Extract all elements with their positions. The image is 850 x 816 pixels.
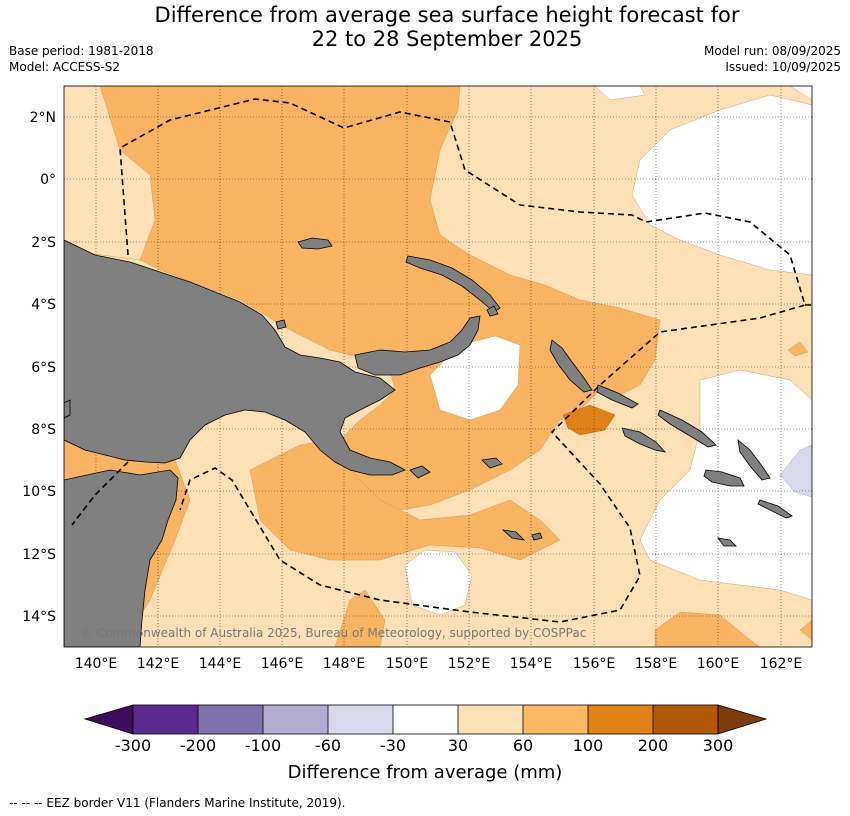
title-line-1: Difference from average sea surface heig… bbox=[154, 3, 740, 27]
colorbar-tick: 30 bbox=[448, 736, 468, 755]
colorbar-title: Difference from average (mm) bbox=[287, 762, 563, 783]
meta-left: Base period: 1981-2018 Model: ACCESS-S2 bbox=[9, 43, 154, 75]
lon-labels: 140°E 142°E 144°E 146°E 148°E 150°E 152°… bbox=[75, 656, 803, 672]
land-makira bbox=[757, 499, 793, 519]
band-60-100-south bbox=[334, 589, 386, 647]
colorbar-swatch bbox=[133, 705, 198, 734]
lon-label: 148°E bbox=[323, 656, 366, 672]
land-rossel bbox=[501, 529, 526, 541]
land-bougainville bbox=[549, 339, 593, 393]
base-period-text: Base period: 1981-2018 bbox=[9, 44, 154, 58]
neutral-south bbox=[404, 549, 473, 616]
lon-label: 146°E bbox=[261, 656, 304, 672]
lon-label: 160°E bbox=[697, 656, 740, 672]
lat-labels: 2°N 0° 2°S 4°S 6°S 8°S 10°S 12°S 14°S bbox=[22, 110, 56, 625]
lon-label: 162°E bbox=[760, 656, 803, 672]
land-cape-york bbox=[64, 469, 179, 647]
band-60-100-southeast bbox=[654, 611, 761, 647]
land-malaita bbox=[737, 439, 771, 481]
lat-label: 0° bbox=[40, 172, 56, 188]
neutral-northeast bbox=[631, 94, 812, 276]
lat-label: 4°S bbox=[31, 297, 56, 313]
land-milne-islands bbox=[481, 457, 503, 469]
map-area: © Commonwealth of Australia 2025, Bureau… bbox=[64, 86, 812, 647]
lon-label: 152°E bbox=[448, 656, 491, 672]
copyright-text: © Commonwealth of Australia 2025, Bureau… bbox=[81, 626, 586, 640]
land-small-4 bbox=[64, 399, 71, 419]
lon-label: 150°E bbox=[386, 656, 429, 672]
colorbar-swatch bbox=[263, 705, 328, 734]
eez-border bbox=[71, 98, 812, 623]
land-small-2 bbox=[486, 305, 499, 317]
colorbar-tick: 200 bbox=[638, 736, 669, 755]
neutral-top-edge bbox=[789, 86, 812, 101]
land-woodlark bbox=[531, 532, 543, 541]
colorbar-tick: -60 bbox=[315, 736, 341, 755]
lat-label: 12°S bbox=[22, 547, 56, 563]
colorbar-swatch bbox=[393, 705, 458, 734]
meta-right: Model run: 08/09/2025 Issued: 10/09/2025 bbox=[704, 43, 841, 75]
lat-label: 14°S bbox=[22, 609, 56, 625]
band-60-100-east-small bbox=[787, 341, 809, 357]
colorbar-dividers bbox=[132, 704, 719, 735]
colorbar-extend-high bbox=[717, 704, 768, 735]
issued-text: Issued: 10/09/2025 bbox=[725, 60, 841, 74]
colorbar-extend-low bbox=[83, 704, 134, 735]
colorbar-swatch bbox=[458, 705, 523, 734]
lon-label: 156°E bbox=[573, 656, 616, 672]
colorbar-swatch bbox=[198, 705, 263, 734]
title-line-2: 22 to 28 September 2025 bbox=[311, 27, 583, 51]
land-guadalcanal bbox=[703, 469, 745, 487]
colorbar-swatch bbox=[653, 705, 718, 734]
lon-label: 142°E bbox=[137, 656, 180, 672]
land-small-3 bbox=[717, 537, 737, 547]
colorbar-tick: -100 bbox=[245, 736, 281, 755]
land-choiseul bbox=[596, 384, 639, 409]
land-dentrecasteaux bbox=[409, 465, 431, 479]
colorbar-tick: 100 bbox=[573, 736, 604, 755]
colorbar-tick: 300 bbox=[703, 736, 734, 755]
colorbar-tick: -200 bbox=[180, 736, 216, 755]
band-60-100-main bbox=[64, 86, 661, 511]
lat-label: 2°S bbox=[31, 235, 56, 251]
model-text: Model: ACCESS-S2 bbox=[9, 60, 121, 74]
band-60-100-east-edge bbox=[799, 619, 812, 641]
colorbar: -300 -200 -100 -60 -30 30 60 100 200 300 bbox=[83, 704, 768, 755]
land-santa-isabel bbox=[657, 409, 717, 448]
land-manus bbox=[297, 237, 333, 250]
lat-label: 2°N bbox=[30, 110, 56, 126]
colorbar-swatch bbox=[328, 705, 393, 734]
model-run-text: Model run: 08/09/2025 bbox=[703, 44, 841, 58]
lat-label: 8°S bbox=[31, 422, 56, 438]
colorbar-tick-labels: -300 -200 -100 -60 -30 30 60 100 200 300 bbox=[115, 736, 733, 755]
band-100-200-patch bbox=[562, 404, 616, 436]
map-frame bbox=[63, 85, 813, 648]
land-new-britain bbox=[354, 315, 481, 376]
colorbar-tick: 60 bbox=[513, 736, 533, 755]
land-new-guinea bbox=[64, 239, 406, 476]
lon-label: 158°E bbox=[635, 656, 678, 672]
graticule bbox=[64, 86, 812, 647]
lon-label: 140°E bbox=[75, 656, 118, 672]
lat-label: 10°S bbox=[22, 484, 56, 500]
colorbar-tick: -300 bbox=[115, 736, 151, 755]
eez-legend-text: -- -- -- EEZ border V11 (Flanders Marine… bbox=[9, 796, 346, 810]
land-new-georgia bbox=[621, 427, 667, 453]
band-neg60-neg30 bbox=[779, 444, 812, 498]
colorbar-tick: -30 bbox=[380, 736, 406, 755]
map-title: Difference from average sea surface heig… bbox=[0, 3, 850, 51]
lat-label: 6°S bbox=[31, 360, 56, 376]
colorbar-swatch bbox=[523, 705, 588, 734]
lon-label: 144°E bbox=[199, 656, 242, 672]
colorbar-swatch bbox=[588, 705, 653, 734]
lon-label: 154°E bbox=[510, 656, 553, 672]
neutral-topright bbox=[594, 86, 646, 101]
land-small-1 bbox=[275, 319, 287, 330]
